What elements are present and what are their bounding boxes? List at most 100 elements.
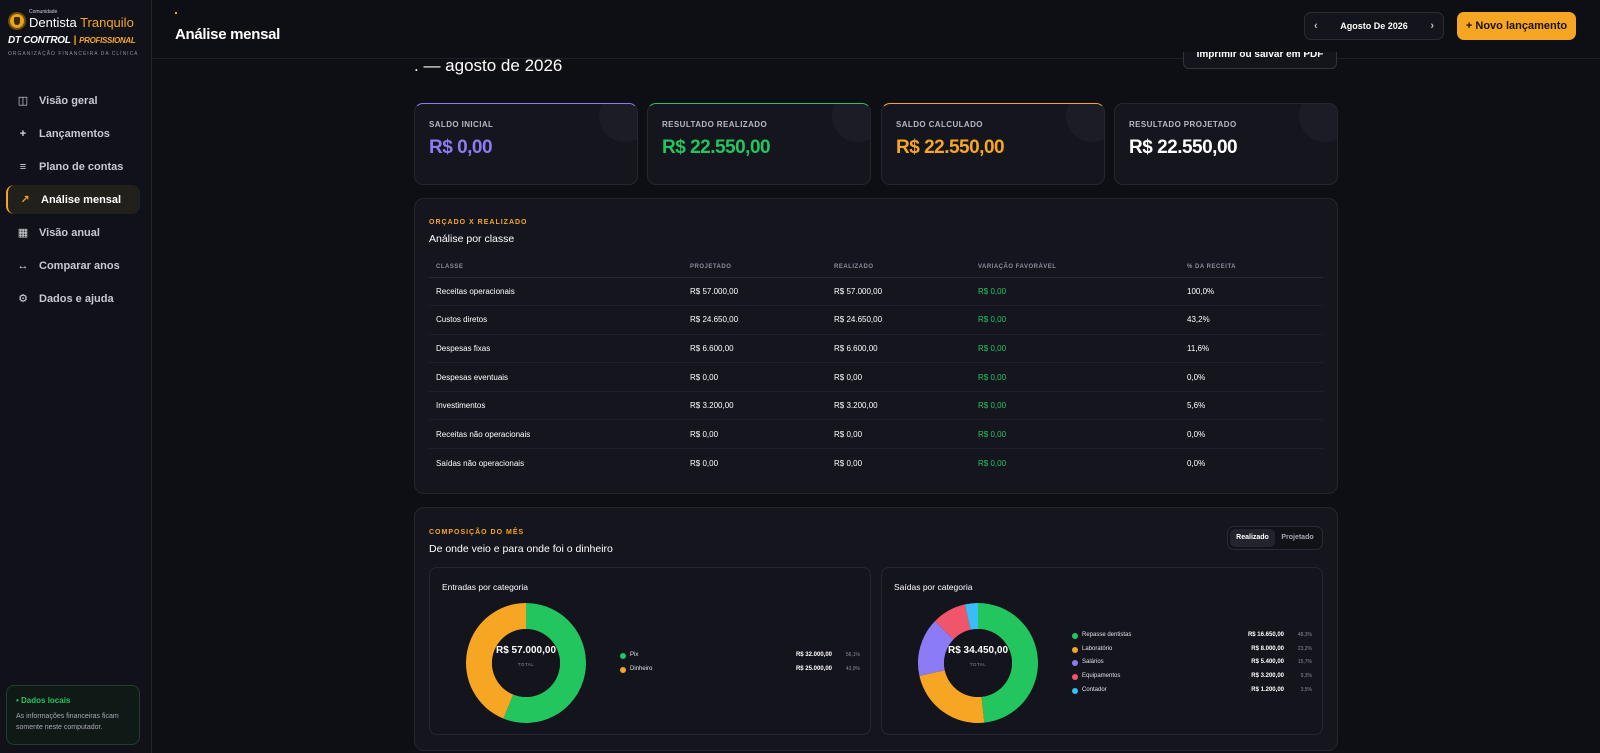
composition-panel: COMPOSIÇÃO DO MÊS De onde veio e para on… <box>414 507 1338 751</box>
sidebar-item-label: Dados e ajuda <box>39 292 114 305</box>
table-cell: Custos diretos <box>429 305 683 335</box>
entradas-chart-title: Entradas por categoria <box>442 582 528 592</box>
donut-slice-4[interactable] <box>964 603 978 630</box>
legend-percent: 43,9% <box>845 665 860 672</box>
toggle-realizado[interactable]: Realizado <box>1230 529 1275 547</box>
table-cell: 100,0% <box>1180 277 1323 307</box>
tooth-logo-icon <box>8 11 26 30</box>
sidebar-item-label: Visão anual <box>39 226 100 239</box>
table-cell: R$ 0,00 <box>683 419 827 450</box>
table-row: Receitas não operacionais R$ 0,00 R$ 0,00 R… <box>429 419 1323 450</box>
saidas-chart-title: Saídas por categoria <box>894 582 973 592</box>
brand-edition: PROFISSIONAL <box>79 36 136 45</box>
header-dot <box>175 12 177 14</box>
column-header: CLASSE <box>429 258 683 278</box>
saidas-total-caption: TOTAL <box>969 662 987 667</box>
entradas-total: R$ 57.000,00 <box>495 645 557 656</box>
plus-icon: + <box>19 127 27 140</box>
sidebar-item-label: Plano de contas <box>39 160 124 173</box>
legend-value: R$ 3.200,00 <box>1251 673 1284 680</box>
legend-value: R$ 25.000,00 <box>795 665 832 672</box>
calendar-icon: ▦ <box>17 227 29 239</box>
card-resultado-realizado: RESULTADO REALIZADO R$ 22.550,00 <box>647 103 871 185</box>
realizado-projetado-toggle: Realizado Projetado <box>1227 526 1323 550</box>
table-row: Saídas não operacionais R$ 0,00 R$ 0,00 R$ … <box>429 449 1323 478</box>
saidas-donut: R$ 34.450,00 TOTAL <box>916 601 1040 725</box>
saidas-total: R$ 34.450,00 <box>947 645 1009 656</box>
legend-swatch <box>1072 674 1078 681</box>
trend-icon: ↗ <box>20 194 30 206</box>
donut-slice-3[interactable] <box>934 604 971 640</box>
legend-name: Laboratório <box>1082 645 1113 652</box>
legend-item: Dinheiro R$ 25.000,00 43,9% <box>620 664 860 678</box>
entradas-legend: Pix R$ 32.000,00 56,1% Dinheiro R$ 25.000,00… <box>620 650 860 677</box>
donut-slice-1[interactable] <box>919 670 985 723</box>
legend-percent: 48,3% <box>1297 632 1312 638</box>
sidebar-item-6[interactable]: ⚙ Dados e ajuda <box>6 284 140 313</box>
table-cell: R$ 24.650,00 <box>827 305 971 335</box>
table-cell: Receitas não operacionais <box>429 419 683 450</box>
legend-item: Repasse dentistas R$ 16.650,00 48,3% <box>1072 630 1312 644</box>
legend-swatch <box>1072 646 1078 653</box>
sidebar-item-4[interactable]: ▦ Visão anual <box>6 218 140 247</box>
legend-item: Pix R$ 32.000,00 56,1% <box>620 650 860 664</box>
table-row: Receitas operacionais R$ 57.000,00 R$ 57.0… <box>429 277 1323 307</box>
card-label: SALDO INICIAL <box>429 120 494 129</box>
table-row: Despesas fixas R$ 6.600,00 R$ 6.600,00 R$ 0… <box>429 334 1323 364</box>
table-body: Receitas operacionais R$ 57.000,00 R$ 57.0… <box>429 277 1323 477</box>
composition-title: De onde veio e para onde foi o dinheiro <box>429 543 613 555</box>
table-row: Despesas eventuais R$ 0,00 R$ 0,00 R$ 0,00 0… <box>429 362 1323 392</box>
compare-icon: ↔ <box>17 259 29 272</box>
table-cell: R$ 0,00 <box>971 334 1180 364</box>
page-title: Análise mensal <box>175 26 281 43</box>
legend-swatch <box>1072 633 1078 639</box>
legend-name: Dinheiro <box>630 665 653 672</box>
sidebar-item-5[interactable]: ↔ Comparar anos <box>6 251 140 280</box>
column-header: VARIAÇÃO FAVORÁVEL <box>971 258 1180 278</box>
table-cell: 0,0% <box>1187 458 1206 468</box>
sidebar-item-label: Visão geral <box>39 94 98 107</box>
donut-slice-0[interactable] <box>503 603 586 723</box>
entradas-total-caption: TOTAL <box>517 662 535 667</box>
month-selector: ‹ Agosto De 2026 › <box>1304 12 1444 40</box>
chevron-left-icon[interactable]: ‹ <box>1314 20 1318 32</box>
brand-name-a: Dentista <box>29 15 77 30</box>
brand-name-b: Tranquilo <box>76 15 134 30</box>
legend-name: Contador <box>1082 686 1107 693</box>
current-month[interactable]: Agosto De 2026 <box>1340 21 1408 31</box>
legend-item: Contador R$ 1.200,00 3,5% <box>1072 685 1312 699</box>
legend-value: R$ 32.000,00 <box>795 652 832 658</box>
donut-slice-0[interactable] <box>978 603 1039 723</box>
sidebar-nav: ◫ Visão geral + Lançamentos ≡ Plano de contas… <box>6 86 140 317</box>
brand-name: Dentista Tranquilo <box>29 15 134 30</box>
sidebar-item-3[interactable]: ↗ Análise mensal <box>6 185 140 214</box>
gear-icon: ⚙ <box>18 293 28 305</box>
print-pdf-button[interactable]: Imprimir ou salvar em PDF <box>1183 52 1337 69</box>
composition-eyebrow: COMPOSIÇÃO DO MÊS <box>429 529 525 536</box>
table-cell: 0,0% <box>1180 419 1323 450</box>
brand-community: Comunidade <box>29 9 58 15</box>
table-cell: R$ 57.000,00 <box>827 277 971 307</box>
legend-item: Laboratório R$ 8.000,00 23,2% <box>1072 644 1312 658</box>
legend-swatch <box>620 666 626 673</box>
new-entry-button[interactable]: + Novo lançamento <box>1457 12 1576 40</box>
budget-title: Análise por classe <box>429 233 515 245</box>
donut-slice-2[interactable] <box>918 621 954 676</box>
sidebar-item-label: Lançamentos <box>39 127 110 140</box>
sidebar-item-1[interactable]: + Lançamentos <box>6 119 140 148</box>
table-cell: Despesas eventuais <box>429 362 683 392</box>
table-cell: R$ 57.000,00 <box>683 277 827 307</box>
brand-product-name: DT CONTROL <box>8 35 71 46</box>
budget-table: CLASSE PROJETADO REALIZADO VARIAÇÃO FAVORÁV… <box>429 258 1323 477</box>
legend-value: R$ 8.000,00 <box>1251 645 1284 652</box>
table-cell: R$ 0,00 <box>690 458 719 468</box>
budget-panel: ORÇADO X REALIZADO Análise por classe CL… <box>414 198 1338 494</box>
donut-slice-1[interactable] <box>465 603 526 719</box>
chevron-right-icon[interactable]: › <box>1430 20 1434 32</box>
toggle-projetado[interactable]: Projetado <box>1281 534 1314 541</box>
sidebar: Comunidade Dentista Tranquilo DT CONTROL… <box>0 0 152 753</box>
sidebar-item-0[interactable]: ◫ Visão geral <box>6 86 140 115</box>
brand-product: DT CONTROL | PROFISSIONAL <box>8 35 148 46</box>
legend-percent: 56,1% <box>845 652 860 658</box>
sidebar-item-2[interactable]: ≡ Plano de contas <box>6 152 140 181</box>
